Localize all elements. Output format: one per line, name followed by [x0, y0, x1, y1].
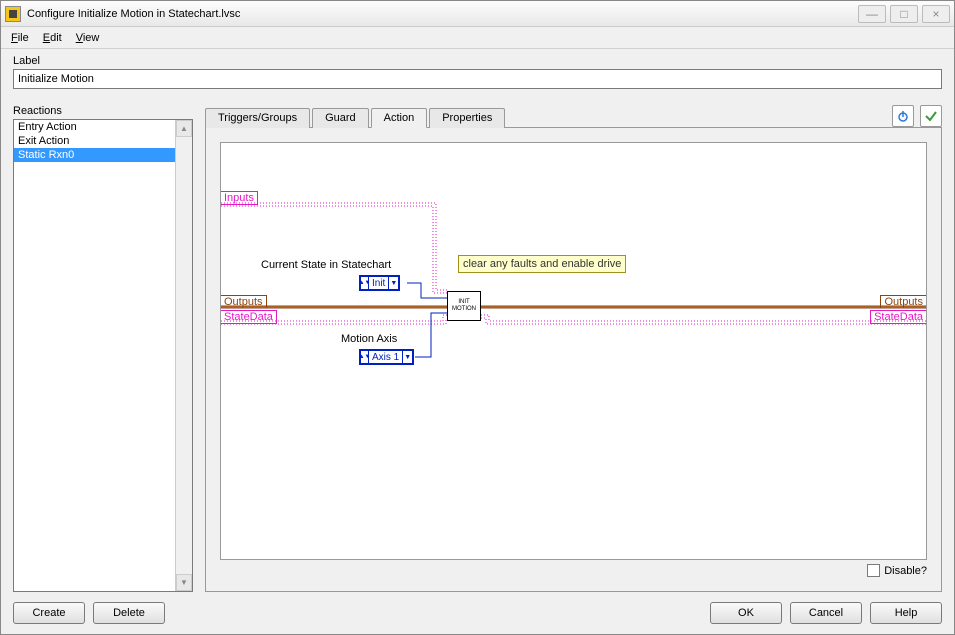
reactions-listbox[interactable]: Entry Action Exit Action Static Rxn0 ▲ ▼ — [13, 119, 193, 592]
tab-guard[interactable]: Guard — [312, 108, 369, 128]
tab-action[interactable]: Action — [371, 108, 428, 128]
node-line2: MOTION — [452, 306, 476, 313]
app-icon — [5, 6, 21, 22]
outputs-right-terminal: Outputs — [880, 295, 926, 308]
axis-enum-value: Axis 1 — [369, 352, 402, 363]
delete-button[interactable]: Delete — [93, 602, 165, 624]
outputs-left-terminal: Outputs — [221, 295, 267, 308]
cancel-button[interactable]: Cancel — [790, 602, 862, 624]
scroll-up-icon[interactable]: ▲ — [176, 120, 192, 137]
minimize-button[interactable]: — — [858, 5, 886, 23]
init-enum-value: Init — [369, 278, 388, 289]
disable-label: Disable? — [884, 565, 927, 577]
block-diagram[interactable]: Inputs Outputs StateData Outputs StateDa… — [220, 142, 927, 560]
node-line1: INIT — [458, 299, 469, 306]
close-button[interactable]: × — [922, 5, 950, 23]
init-enum[interactable]: ▲▼ Init ▼ — [359, 275, 400, 291]
init-motion-node[interactable]: INIT MOTION — [447, 291, 481, 321]
label-heading: Label — [13, 55, 942, 67]
menu-edit[interactable]: Edit — [37, 30, 68, 46]
axis-enum[interactable]: ▲▼ Axis 1 ▼ — [359, 349, 414, 365]
titlebar[interactable]: Configure Initialize Motion in Statechar… — [1, 1, 954, 27]
scrollbar[interactable]: ▲ ▼ — [175, 120, 192, 591]
statedata-right-terminal: StateData — [870, 310, 926, 324]
menu-view[interactable]: View — [70, 30, 106, 46]
inputs-terminal: Inputs — [221, 191, 258, 205]
enum-spin-icon[interactable]: ▲▼ — [361, 351, 369, 363]
help-button[interactable]: Help — [870, 602, 942, 624]
maximize-button[interactable]: □ — [890, 5, 918, 23]
reaction-item[interactable]: Exit Action — [14, 134, 192, 148]
tab-properties[interactable]: Properties — [429, 108, 505, 128]
menu-file[interactable]: File — [5, 30, 35, 46]
ok-button[interactable]: OK — [710, 602, 782, 624]
comment-label: clear any faults and enable drive — [458, 255, 626, 273]
chevron-down-icon[interactable]: ▼ — [402, 351, 412, 363]
statedata-left-terminal: StateData — [221, 310, 277, 324]
tab-strip: Triggers/Groups Guard Action Properties — [205, 107, 507, 127]
reaction-item[interactable]: Static Rxn0 — [14, 148, 192, 162]
content-area: Label Reactions Entry Action Exit Action… — [1, 49, 954, 634]
reactions-heading: Reactions — [13, 105, 193, 117]
current-state-label: Current State in Statechart — [261, 259, 391, 271]
reaction-item[interactable]: Entry Action — [14, 120, 192, 134]
tab-content: Inputs Outputs StateData Outputs StateDa… — [205, 127, 942, 592]
enum-spin-icon[interactable]: ▲▼ — [361, 277, 369, 289]
window-title: Configure Initialize Motion in Statechar… — [27, 8, 858, 20]
scroll-down-icon[interactable]: ▼ — [176, 574, 192, 591]
disable-checkbox[interactable] — [867, 564, 880, 577]
create-button[interactable]: Create — [13, 602, 85, 624]
menubar: File Edit View — [1, 27, 954, 49]
motion-axis-label: Motion Axis — [341, 333, 397, 345]
label-input[interactable] — [13, 69, 942, 89]
tab-triggers[interactable]: Triggers/Groups — [205, 108, 310, 128]
chevron-down-icon[interactable]: ▼ — [388, 277, 398, 289]
power-icon[interactable] — [892, 105, 914, 127]
checkmark-icon[interactable] — [920, 105, 942, 127]
main-window: Configure Initialize Motion in Statechar… — [0, 0, 955, 635]
